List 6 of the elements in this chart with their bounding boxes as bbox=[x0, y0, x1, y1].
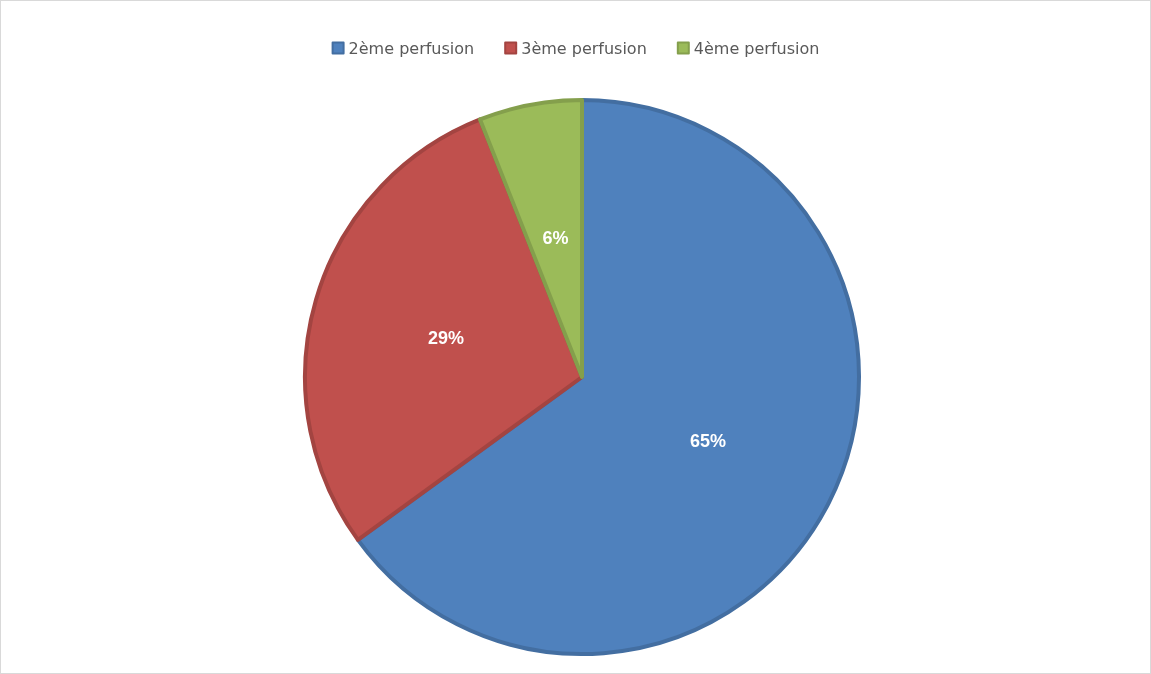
legend-label: 3ème perfusion bbox=[521, 38, 647, 58]
legend-label: 4ème perfusion bbox=[693, 38, 820, 58]
data-label: 29% bbox=[428, 327, 465, 348]
data-label: 6% bbox=[542, 228, 569, 249]
data-label: 65% bbox=[690, 431, 727, 452]
legend-label: 2ème perfusion bbox=[348, 38, 475, 58]
